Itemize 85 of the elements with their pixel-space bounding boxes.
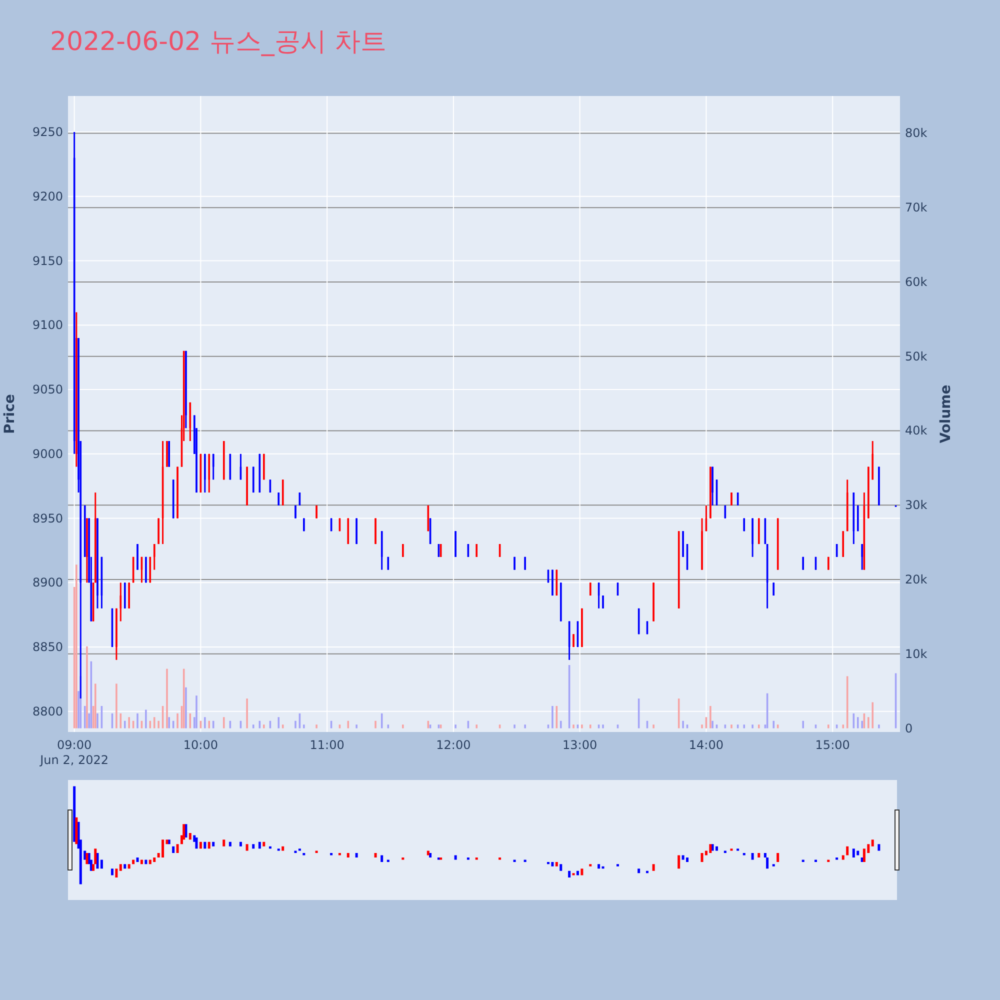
candlestick <box>88 518 90 584</box>
y2-tick-label: 0 <box>905 721 913 736</box>
candlestick <box>524 556 526 571</box>
candlestick <box>710 466 712 520</box>
candlestick <box>387 556 390 571</box>
candlestick <box>712 466 714 506</box>
y2-tick-label: 60k <box>905 274 928 289</box>
candlestick <box>166 440 168 468</box>
y2-axis-title: Volume <box>938 384 954 444</box>
candlestick <box>298 492 301 506</box>
x-tick-label: 12:00 <box>436 738 471 752</box>
candlestick <box>402 543 404 558</box>
candlestick <box>772 582 775 596</box>
y-tick-label: 9100 <box>32 318 63 332</box>
candlestick <box>589 582 592 596</box>
candlestick <box>878 466 880 506</box>
y-tick-label: 9200 <box>32 189 63 204</box>
y-axis-title: Price <box>2 394 18 434</box>
candlestick <box>204 453 206 494</box>
candlestick <box>86 518 88 584</box>
candlestick <box>552 569 554 596</box>
x-tick-label: 13:00 <box>562 738 598 752</box>
candlestick <box>861 543 863 571</box>
x-tick-label: 15:00 <box>815 738 850 752</box>
candlestick <box>454 530 456 558</box>
candlestick <box>116 608 118 661</box>
candlestick <box>467 543 470 558</box>
candlestick <box>269 478 272 494</box>
candlestick <box>802 556 804 571</box>
y-tick-label: 9150 <box>32 254 63 268</box>
candlestick <box>158 518 160 545</box>
x-tick-label: 11:00 <box>310 738 344 752</box>
candlestick <box>836 543 838 558</box>
chart-title: 2022-06-02 뉴스_공시 차트 <box>50 27 387 57</box>
y2-tick-label: 50k <box>905 349 928 364</box>
candlestick <box>128 582 130 610</box>
candlestick <box>868 466 870 520</box>
candlestick <box>145 556 147 584</box>
y-tick-label: 9000 <box>32 446 63 461</box>
y-tick-label: 9250 <box>32 125 63 140</box>
y2-tick-label: 40k <box>905 424 928 438</box>
y-tick-label: 9050 <box>32 382 63 397</box>
candlestick <box>730 492 732 506</box>
y2-tick-label: 10k <box>905 646 928 661</box>
y-tick-label: 8800 <box>32 704 63 718</box>
candlestick <box>303 518 305 532</box>
candlestick <box>176 466 178 520</box>
candlestick <box>356 518 358 545</box>
x-tick-label: 10:00 <box>183 738 218 752</box>
candlestick <box>701 518 703 571</box>
candlestick <box>262 453 265 480</box>
candlestick <box>438 543 440 558</box>
y2-tick-label: 30k <box>905 498 928 512</box>
candlestick <box>136 543 138 571</box>
candlestick <box>96 518 98 610</box>
candlestick <box>76 312 78 468</box>
y-tick-label: 8850 <box>32 640 63 654</box>
y2-tick-label: 80k <box>905 126 928 140</box>
candlestick <box>278 492 280 506</box>
candlestick <box>246 466 248 506</box>
candlestick <box>581 608 583 648</box>
candlestick <box>185 350 187 429</box>
y2-tick-label: 20k <box>905 572 928 587</box>
candlestick <box>294 504 296 520</box>
candlestick <box>652 582 654 622</box>
y2-tick-label: 70k <box>905 200 928 215</box>
candlestick <box>168 440 170 468</box>
candlestick <box>602 594 604 610</box>
candlestick <box>153 543 156 571</box>
candlestick <box>752 518 754 558</box>
x-tick-label: 14:00 <box>688 738 724 752</box>
candlestick <box>316 504 318 520</box>
y-tick-label: 8950 <box>32 511 63 526</box>
candlestick <box>440 543 442 558</box>
candlestick <box>724 504 726 520</box>
candlestick <box>476 543 478 558</box>
y-tick-label: 8900 <box>32 576 63 590</box>
candlestick <box>827 556 830 571</box>
candlestick <box>572 633 574 648</box>
candlestick <box>498 543 501 558</box>
candlestick <box>682 530 684 558</box>
candlestick <box>514 556 516 571</box>
candlestick <box>374 518 376 545</box>
x-tick-label: 09:00 Jun 2, 2022 <box>39 738 109 767</box>
candlestick <box>736 492 739 506</box>
